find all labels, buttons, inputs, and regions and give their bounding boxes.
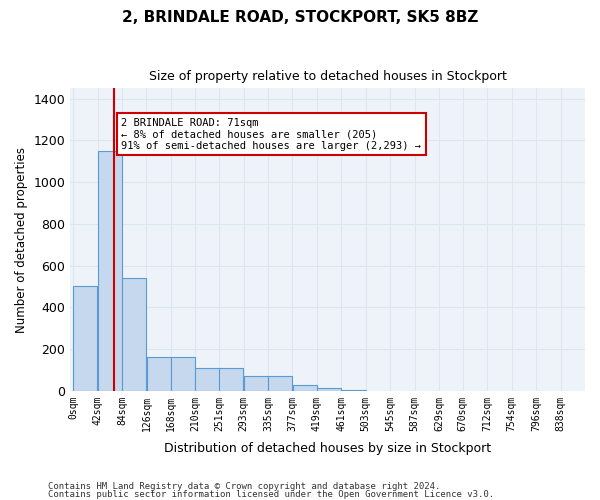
Text: 2 BRINDALE ROAD: 71sqm
← 8% of detached houses are smaller (205)
91% of semi-det: 2 BRINDALE ROAD: 71sqm ← 8% of detached … (121, 118, 421, 150)
Bar (122, 278, 146, 391)
Bar (341, 390, 365, 391)
Text: 2, BRINDALE ROAD, STOCKPORT, SK5 8BZ: 2, BRINDALE ROAD, STOCKPORT, SK5 8BZ (122, 10, 478, 25)
Title: Size of property relative to detached houses in Stockport: Size of property relative to detached ho… (149, 70, 506, 83)
Bar (220, 368, 244, 391)
Text: Contains HM Land Registry data © Crown copyright and database right 2024.: Contains HM Land Registry data © Crown c… (48, 482, 440, 491)
Bar (268, 376, 292, 391)
Bar (317, 388, 341, 391)
Bar (146, 358, 171, 391)
X-axis label: Distribution of detached houses by size in Stockport: Distribution of detached houses by size … (164, 442, 491, 455)
Bar (98, 151, 122, 391)
Bar (196, 368, 220, 391)
Bar (73, 286, 97, 391)
Bar (293, 384, 317, 391)
Bar (244, 376, 268, 391)
Bar (171, 358, 195, 391)
Y-axis label: Number of detached properties: Number of detached properties (15, 146, 28, 332)
Text: Contains public sector information licensed under the Open Government Licence v3: Contains public sector information licen… (48, 490, 494, 499)
